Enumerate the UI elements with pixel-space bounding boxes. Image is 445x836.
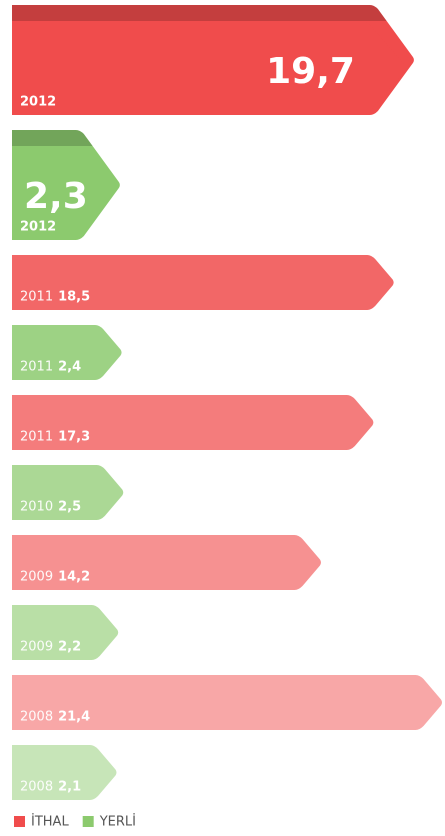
legend-swatch	[82, 816, 94, 827]
bar-face	[12, 21, 406, 115]
bar-face	[12, 146, 112, 240]
category-label: 2009	[20, 640, 53, 655]
value-label: 2,4	[58, 360, 81, 375]
category-label: 2011	[20, 290, 53, 305]
value-label: 2,5	[58, 500, 81, 515]
value-label: 21,4	[58, 710, 90, 725]
bar	[12, 395, 374, 450]
legend-label: İTHAL	[31, 814, 69, 830]
category-label: 2011	[20, 360, 53, 375]
category-label: 2012	[20, 220, 56, 235]
bar	[12, 255, 394, 310]
value-label: 2,1	[58, 780, 81, 795]
category-label: 2010	[20, 500, 53, 515]
value-label: 18,5	[58, 290, 90, 305]
bar	[12, 605, 119, 660]
bar	[12, 465, 124, 520]
value-label: 14,2	[58, 570, 90, 585]
category-label: 2011	[20, 430, 53, 445]
legend-label: YERLİ	[99, 814, 136, 830]
value-label: 2,2	[58, 640, 81, 655]
bar	[12, 535, 321, 590]
legend-swatch	[14, 816, 25, 827]
value-label: 17,3	[58, 430, 90, 445]
category-label: 2009	[20, 570, 53, 585]
bar	[12, 325, 122, 380]
category-label: 2008	[20, 780, 53, 795]
value-label: 2,3	[24, 176, 88, 217]
bar	[12, 745, 117, 800]
bar	[12, 675, 442, 730]
category-label: 2008	[20, 710, 53, 725]
value-label: 19,7	[266, 51, 355, 92]
category-label: 2012	[20, 95, 56, 110]
